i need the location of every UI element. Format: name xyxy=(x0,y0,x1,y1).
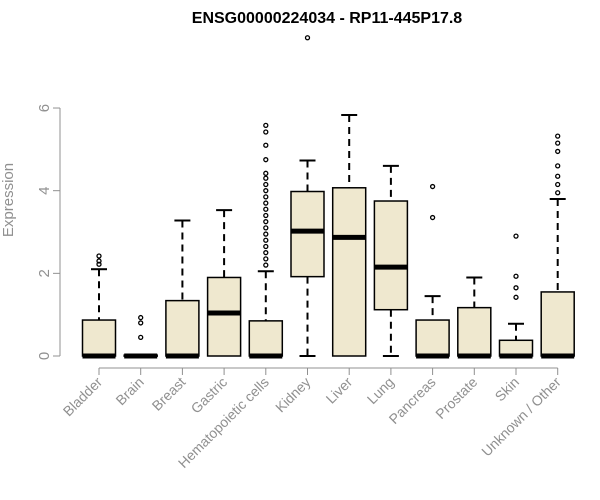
outlier-11-3 xyxy=(555,163,561,169)
outlier-4-13 xyxy=(263,181,269,188)
box-0 xyxy=(81,253,117,359)
box-rect-11 xyxy=(540,291,575,357)
outlier-11-1 xyxy=(555,181,561,188)
box-3 xyxy=(206,209,242,357)
outlier-4-9 xyxy=(263,206,269,212)
outlier-10-1 xyxy=(513,285,519,291)
outlier-1-0 xyxy=(138,334,144,341)
outlier-1-1 xyxy=(138,320,144,326)
outlier-4-16 xyxy=(263,157,269,163)
box-5 xyxy=(290,35,325,357)
outlier-4-11 xyxy=(263,194,269,200)
x-tick-label-5: Kidney xyxy=(272,374,314,416)
outlier-0-0 xyxy=(96,261,102,267)
x-tick-label-11: Unknown / Other xyxy=(478,374,564,460)
y-tick-label-1: 2 xyxy=(36,269,53,277)
outlier-4-19 xyxy=(263,122,269,129)
outlier-4-0 xyxy=(263,262,269,268)
outlier-4-7 xyxy=(263,219,269,225)
box-9 xyxy=(457,276,492,359)
box-1 xyxy=(123,314,158,359)
outlier-11-4 xyxy=(555,148,561,155)
outlier-8-0 xyxy=(429,214,436,221)
chart-title: ENSG00000224034 - RP11-445P17.8 xyxy=(192,10,463,27)
x-tick-label-1: Brain xyxy=(112,374,146,408)
outlier-5-0 xyxy=(304,35,311,41)
outlier-11-6 xyxy=(555,133,561,139)
box-rect-4 xyxy=(248,320,284,357)
box-rect-8 xyxy=(415,319,450,357)
outlier-1-2 xyxy=(138,314,144,321)
box-7 xyxy=(373,164,409,357)
outlier-11-5 xyxy=(555,140,561,146)
x-tick-label-7: Lung xyxy=(364,374,397,407)
outlier-4-17 xyxy=(263,142,269,148)
x-tick-label-0: Bladder xyxy=(60,374,106,420)
x-tick-label-10: Skin xyxy=(492,374,523,405)
box-rect-0 xyxy=(81,319,117,357)
box-rect-2 xyxy=(165,299,200,357)
box-rect-5 xyxy=(290,190,325,278)
outlier-10-2 xyxy=(513,273,519,279)
box-rect-6 xyxy=(331,187,367,357)
outlier-4-4 xyxy=(263,237,269,243)
x-tick-label-9: Prostate xyxy=(432,374,480,422)
boxes xyxy=(81,35,575,359)
outlier-4-14 xyxy=(263,175,269,181)
outlier-4-6 xyxy=(263,225,269,231)
outlier-11-0 xyxy=(555,190,561,196)
box-rect-3 xyxy=(206,276,242,357)
outlier-10-3 xyxy=(513,233,519,239)
box-4 xyxy=(248,122,284,359)
outlier-4-10 xyxy=(263,200,269,206)
box-6 xyxy=(331,114,367,357)
outlier-4-15 xyxy=(263,170,269,176)
outlier-10-0 xyxy=(513,294,519,300)
x-tick-label-2: Breast xyxy=(149,374,189,414)
box-rect-9 xyxy=(457,306,492,357)
outlier-4-1 xyxy=(263,256,269,262)
y-axis-label: Expression xyxy=(0,163,17,237)
y-tick-label-0: 0 xyxy=(36,352,53,360)
y-tick-label-3: 6 xyxy=(36,104,53,112)
y-axis: 0 2 4 6 xyxy=(36,104,61,360)
outlier-4-3 xyxy=(263,243,269,250)
outlier-0-1 xyxy=(96,258,102,264)
outlier-11-2 xyxy=(555,173,561,179)
y-tick-label-2: 4 xyxy=(36,187,53,195)
box-11 xyxy=(540,133,575,359)
box-10 xyxy=(498,233,534,359)
outlier-4-2 xyxy=(263,250,269,256)
outlier-4-8 xyxy=(263,212,269,219)
x-tick-label-6: Liver xyxy=(323,374,356,407)
outlier-4-5 xyxy=(263,231,269,237)
outlier-4-18 xyxy=(263,129,269,135)
outlier-0-2 xyxy=(96,253,102,259)
outlier-4-12 xyxy=(263,188,269,194)
box-2 xyxy=(165,219,200,359)
outlier-8-1 xyxy=(429,183,436,190)
box-8 xyxy=(415,183,450,359)
box-rect-7 xyxy=(373,200,409,311)
